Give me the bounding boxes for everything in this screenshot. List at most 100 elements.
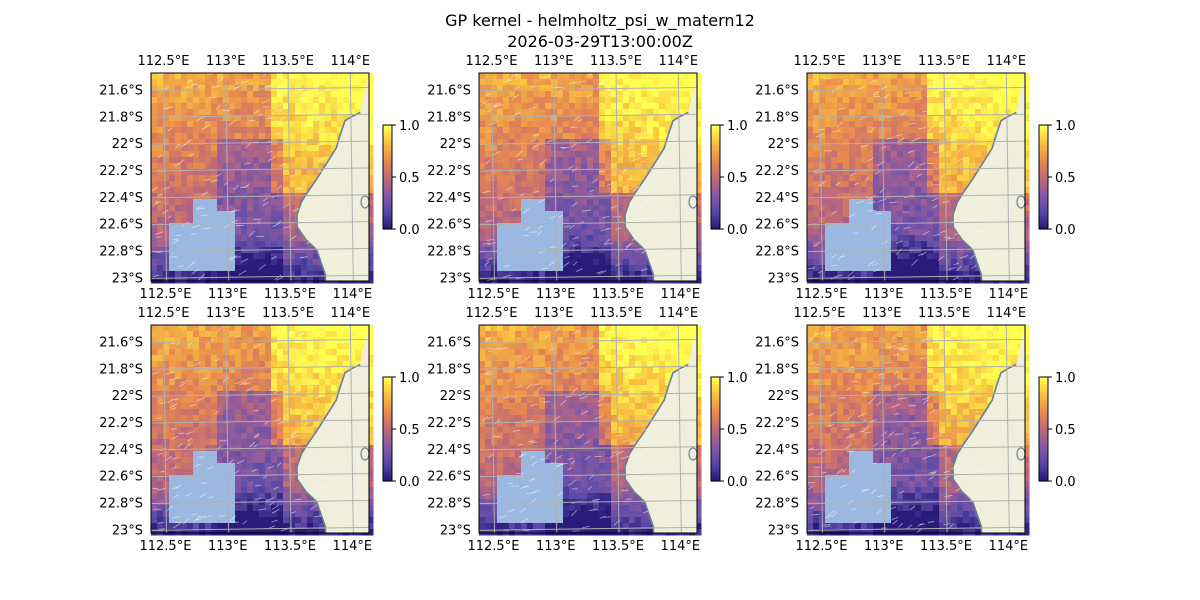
field-cell xyxy=(217,127,224,134)
field-cell xyxy=(253,223,260,230)
field-cell xyxy=(211,277,218,284)
current-vector xyxy=(941,76,948,80)
field-cell xyxy=(295,355,302,362)
field-cell xyxy=(181,127,188,134)
field-cell xyxy=(241,181,248,188)
field-cell xyxy=(361,331,368,338)
field-cell xyxy=(515,223,522,230)
field-cell xyxy=(593,175,600,182)
field-cell xyxy=(605,241,612,248)
field-cell xyxy=(653,127,660,134)
field-cell xyxy=(259,235,266,242)
field-cell xyxy=(509,163,516,170)
field-cell xyxy=(271,271,278,278)
field-cell xyxy=(277,259,284,266)
field-cell xyxy=(277,175,284,182)
field-cell xyxy=(695,73,702,80)
field-cell xyxy=(689,73,696,80)
field-cell xyxy=(235,79,242,86)
field-cell xyxy=(283,133,290,140)
field-cell xyxy=(915,115,922,122)
field-cell xyxy=(235,343,242,350)
field-cell xyxy=(963,97,970,104)
field-cell xyxy=(831,157,838,164)
current-vector xyxy=(532,190,540,194)
field-cell xyxy=(199,379,206,386)
current-vector xyxy=(958,212,966,220)
field-cell xyxy=(903,103,910,110)
field-cell xyxy=(157,97,164,104)
field-cell xyxy=(163,397,170,404)
field-cell xyxy=(837,193,844,200)
field-cell xyxy=(205,271,212,278)
field-cell xyxy=(527,133,534,140)
field-cell xyxy=(367,169,374,176)
field-cell xyxy=(849,193,856,200)
field-cell xyxy=(533,181,540,188)
field-cell xyxy=(295,379,302,386)
current-vector xyxy=(903,227,911,229)
colorbar-segment xyxy=(1039,187,1048,191)
field-cell xyxy=(539,271,546,278)
field-cell xyxy=(855,115,862,122)
field-cell xyxy=(235,139,242,146)
field-cell xyxy=(969,145,976,152)
field-cell xyxy=(157,103,164,110)
field-cell xyxy=(223,151,230,158)
field-cell xyxy=(199,121,206,128)
field-cell xyxy=(259,241,266,248)
field-cell xyxy=(211,223,218,230)
field-cell xyxy=(855,241,862,248)
field-cell xyxy=(563,169,570,176)
field-cell xyxy=(163,109,170,116)
field-cell xyxy=(921,91,928,98)
field-cell xyxy=(331,373,338,380)
field-cell xyxy=(539,109,546,116)
field-cell xyxy=(581,91,588,98)
field-cell xyxy=(563,139,570,146)
field-cell xyxy=(653,139,660,146)
field-cell xyxy=(599,199,606,206)
field-cell xyxy=(241,157,248,164)
field-cell xyxy=(151,151,158,158)
field-cell xyxy=(957,175,964,182)
field-cell xyxy=(849,163,856,170)
field-cell xyxy=(283,277,290,284)
field-cell xyxy=(169,115,176,122)
field-cell xyxy=(605,127,612,134)
field-cell xyxy=(611,259,618,266)
colorbar-segment xyxy=(1039,210,1048,214)
field-cell xyxy=(205,199,212,206)
field-cell xyxy=(927,115,934,122)
field-cell xyxy=(247,139,254,146)
field-cell xyxy=(229,235,236,242)
field-cell xyxy=(157,277,164,284)
field-cell xyxy=(283,211,290,218)
current-vector xyxy=(572,236,579,240)
colorbar-segment xyxy=(383,143,392,147)
field-cell xyxy=(223,241,230,248)
field-cell xyxy=(205,331,212,338)
field-cell xyxy=(825,271,832,278)
field-cell xyxy=(813,223,820,230)
field-cell xyxy=(831,97,838,104)
field-cell xyxy=(367,115,374,122)
field-cell xyxy=(169,349,176,356)
field-cell xyxy=(253,361,260,368)
field-cell xyxy=(229,109,236,116)
field-cell xyxy=(241,109,248,116)
field-cell xyxy=(921,79,928,86)
field-cell xyxy=(1005,91,1012,98)
field-cell xyxy=(963,91,970,98)
field-cell xyxy=(271,79,278,86)
field-cell xyxy=(897,241,904,248)
field-cell xyxy=(503,235,510,242)
field-cell xyxy=(163,199,170,206)
field-cell xyxy=(909,187,916,194)
field-cell xyxy=(867,127,874,134)
current-vector xyxy=(173,238,179,241)
field-cell xyxy=(211,379,218,386)
field-cell xyxy=(307,253,314,260)
field-cell xyxy=(611,181,618,188)
field-cell xyxy=(181,349,188,356)
